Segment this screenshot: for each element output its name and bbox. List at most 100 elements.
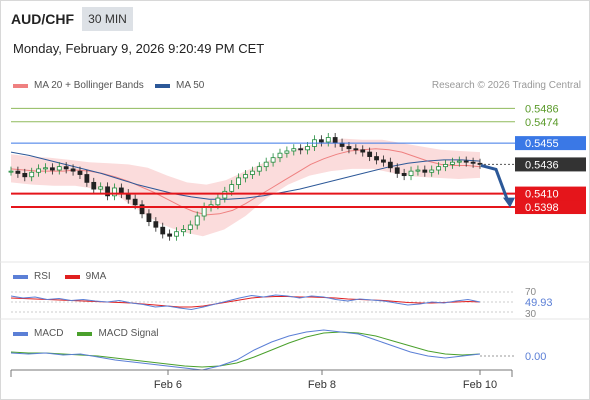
candle-body <box>353 148 359 151</box>
legend-macd-signal-label: MACD Signal <box>98 328 159 339</box>
legend-rsi-ma-label: 9MA <box>85 271 107 282</box>
candle-body <box>91 181 97 190</box>
candle-body <box>43 167 48 170</box>
candle-body <box>263 161 269 168</box>
legend-ma50-label: MA 50 <box>176 80 205 91</box>
candle-body <box>463 160 469 163</box>
candle-body <box>318 139 324 143</box>
candle-body <box>174 231 179 237</box>
candle-body <box>146 213 152 223</box>
candle-body <box>381 159 386 163</box>
candle-body <box>450 161 455 165</box>
candle-body <box>181 229 186 233</box>
candle-body <box>236 177 242 186</box>
candle-body <box>298 148 304 151</box>
x-tick-label: Feb 6 <box>154 379 182 391</box>
level-label-0.5474: 0.5474 <box>525 117 559 129</box>
level-label-0.5436: 0.5436 <box>525 159 559 171</box>
candle-body <box>360 149 366 153</box>
datetime-label: Monday, February 9, 2026 9:20:49 PM CET <box>13 41 265 56</box>
candle-body <box>443 164 448 168</box>
ma20-swatch <box>13 83 28 88</box>
candle-body <box>222 190 228 199</box>
legend-rsi: RSI 9MA <box>13 271 106 282</box>
legend-rsi-label: RSI <box>34 271 51 282</box>
candle-body <box>387 161 393 169</box>
legend-ma50: MA 50 <box>155 80 204 91</box>
candle-body <box>401 172 407 177</box>
forecast-arrowhead <box>503 197 515 208</box>
candle-body <box>201 206 207 217</box>
candle-body <box>56 166 62 171</box>
forecast-arrow <box>480 163 510 203</box>
ma50-swatch <box>155 83 170 88</box>
candle-body <box>394 167 400 174</box>
bollinger-band <box>11 138 480 237</box>
macd-line <box>10 329 481 371</box>
macd-value-label: 0.00 <box>525 351 546 363</box>
ma20-line <box>10 148 481 216</box>
candle-body <box>63 166 69 170</box>
candle-body <box>84 174 90 183</box>
level-badge-0.5398 <box>515 200 586 215</box>
candle-body <box>167 233 173 237</box>
candle-body <box>49 167 55 171</box>
candle-body <box>249 170 255 175</box>
macd-signal-line <box>10 331 481 368</box>
level-label-0.5398: 0.5398 <box>525 202 559 214</box>
candle-body <box>8 170 14 173</box>
rsi-ma-line <box>10 296 481 308</box>
candle-body <box>160 226 166 235</box>
candle-body <box>284 150 290 154</box>
ma50-line <box>10 151 481 200</box>
rsi-30-label: 30 <box>525 309 537 320</box>
candle-body <box>325 137 331 143</box>
credit-text: Research © 2026 Trading Central <box>431 80 581 91</box>
candle-body <box>243 174 248 179</box>
rsi-line <box>10 294 481 311</box>
candle-body <box>139 204 145 215</box>
candle-body <box>15 170 21 174</box>
candle-body <box>408 170 414 177</box>
candle-body <box>339 142 345 147</box>
macd-signal-swatch <box>77 331 93 336</box>
macd-swatch <box>13 331 28 336</box>
candle-body <box>332 137 338 144</box>
candle-body <box>132 198 138 206</box>
level-badge-0.5410 <box>515 186 586 201</box>
candle-body <box>98 186 104 190</box>
level-label-0.5486: 0.5486 <box>525 103 559 115</box>
candle-body <box>256 166 262 172</box>
instrument-title: AUD/CHF <box>11 11 74 27</box>
candle-body <box>112 187 117 197</box>
legend-ma20-label: MA 20 + Bollinger Bands <box>34 80 144 91</box>
candle-body <box>436 166 442 171</box>
candle-body <box>77 170 83 175</box>
candle-body <box>105 186 110 197</box>
x-tick-label: Feb 8 <box>308 379 336 391</box>
candle-body <box>291 148 297 152</box>
candle-body <box>277 152 283 159</box>
level-badge-0.5436 <box>515 157 586 172</box>
candle-body <box>456 160 462 163</box>
candle-body <box>29 171 35 178</box>
candle-body <box>422 169 428 173</box>
candle-body <box>429 169 435 173</box>
x-tick-label: Feb 10 <box>463 379 497 391</box>
candle-body <box>70 168 76 172</box>
candle-body <box>187 224 193 230</box>
timeframe-button[interactable]: 30 MIN <box>82 7 133 31</box>
level-label-0.5410: 0.5410 <box>525 189 559 201</box>
rsi-70-label: 70 <box>525 287 537 298</box>
candle-body <box>374 156 379 161</box>
legend-macd-label: MACD <box>34 328 64 339</box>
candle-body <box>22 172 28 178</box>
level-badge-0.5455 <box>515 136 586 151</box>
candle-body <box>346 146 352 150</box>
rsi-value-label: 49.93 <box>525 297 553 309</box>
candle-body <box>36 168 41 173</box>
candle-body <box>194 215 200 226</box>
candle-body <box>367 151 373 157</box>
candle-body <box>470 161 476 164</box>
